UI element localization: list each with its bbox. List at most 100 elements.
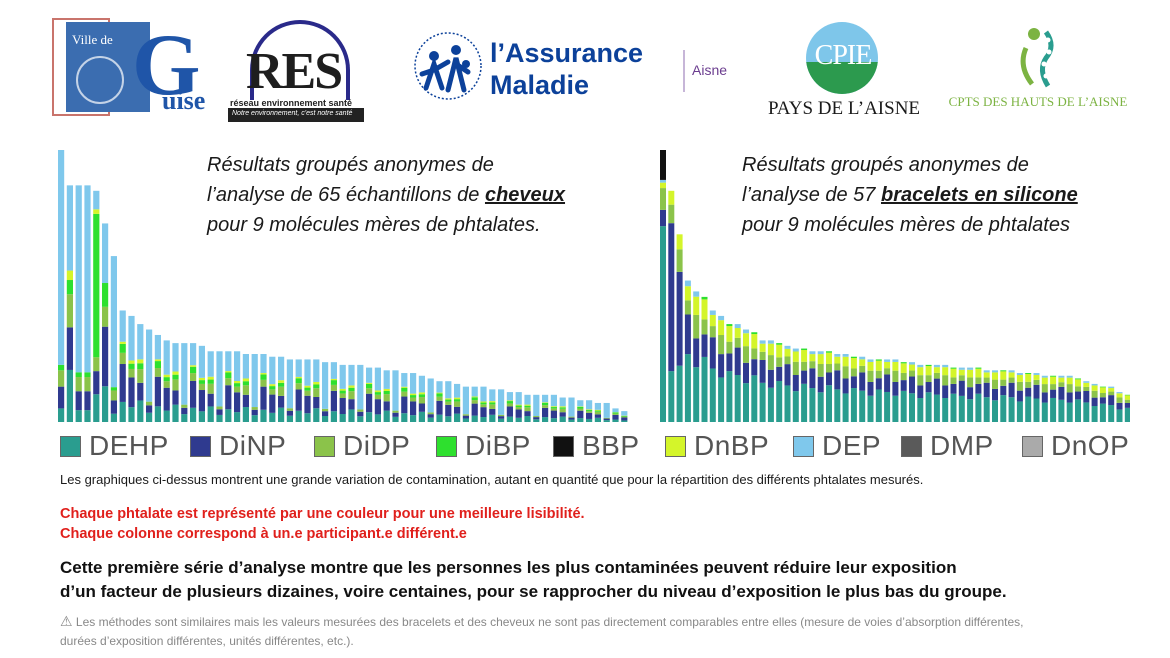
bar-segment-dehp bbox=[128, 407, 135, 422]
bar-segment-dehp bbox=[207, 406, 214, 422]
bar-segment-dep bbox=[734, 324, 741, 328]
bar-segment-didp bbox=[850, 368, 857, 377]
bar-segment-dep bbox=[559, 397, 566, 407]
legend-label-dnop: DnOP bbox=[1051, 430, 1130, 461]
bar-segment-dnbp bbox=[967, 369, 974, 378]
bar-segment-dnbp bbox=[817, 354, 824, 365]
bar-segment-dinp bbox=[146, 405, 153, 413]
bar-segment-dehp bbox=[1116, 409, 1123, 422]
bar-segment-dnbp bbox=[859, 359, 866, 366]
bar-segment-dep bbox=[198, 345, 205, 378]
chart-title-text: pour 9 molécules mères de phtalates. bbox=[207, 214, 541, 236]
bar-segment-dep bbox=[917, 364, 924, 368]
bar-segment-dinp bbox=[427, 414, 434, 418]
bar-segment-dnbp bbox=[524, 404, 531, 406]
bar-segment-dehp bbox=[734, 374, 741, 422]
bar-segment-dinp bbox=[809, 368, 816, 389]
bar-segment-dinp bbox=[884, 374, 891, 392]
bar-segment-dibp bbox=[339, 390, 346, 394]
bar-segment-didp bbox=[102, 306, 109, 327]
legend-label-dinp: DiNP bbox=[219, 430, 287, 461]
bar-segment-dep bbox=[190, 343, 197, 366]
bar-segment-didp bbox=[339, 393, 346, 399]
chart-title-line: pour 9 molécules mères de phtalates bbox=[742, 210, 1078, 240]
legend-dnop: DnOP bbox=[1022, 430, 1129, 462]
bar-segment-dep bbox=[242, 354, 249, 379]
bar-segment-dehp bbox=[269, 412, 276, 422]
bar-segment-dnbp bbox=[718, 320, 725, 336]
bar-segment-dibp bbox=[471, 397, 478, 401]
bar-segment-dep bbox=[1058, 375, 1065, 378]
bar-column bbox=[983, 370, 990, 422]
bar-segment-dibp bbox=[366, 383, 373, 389]
chart-title-text: Résultats groupés anonymes de bbox=[207, 154, 494, 176]
bar-column bbox=[1108, 386, 1115, 422]
chart-title-text: l’analyse de 57 bbox=[742, 184, 881, 206]
bar-segment-dep bbox=[1041, 375, 1048, 378]
bar-segment-dep bbox=[383, 370, 390, 389]
bar-column bbox=[357, 364, 364, 422]
bar-segment-dehp bbox=[1124, 407, 1130, 422]
bar-segment-dnbp bbox=[471, 396, 478, 398]
bar-segment-dehp bbox=[533, 419, 540, 422]
bar-segment-dnbp bbox=[119, 341, 126, 344]
bar-segment-dep bbox=[313, 359, 320, 382]
bar-segment-didp bbox=[726, 341, 733, 354]
bar-segment-dehp bbox=[801, 383, 808, 422]
bar-segment-dep bbox=[436, 381, 443, 393]
bar-segment-dibp bbox=[950, 367, 957, 369]
bar-segment-dehp bbox=[418, 411, 425, 422]
bar-segment-dnbp bbox=[1033, 374, 1040, 380]
bar-segment-dehp bbox=[154, 406, 161, 422]
bar-segment-dehp bbox=[568, 419, 575, 422]
legend-label-didp: DiDP bbox=[343, 430, 411, 461]
bar-segment-dinp bbox=[1016, 390, 1023, 402]
bar-segment-dep bbox=[1116, 392, 1123, 394]
bar-segment-dnbp bbox=[269, 384, 276, 387]
bar-segment-dibp bbox=[278, 382, 285, 387]
bar-segment-dehp bbox=[817, 392, 824, 422]
bar-segment-didp bbox=[128, 368, 135, 378]
bar-segment-dnbp bbox=[304, 385, 311, 388]
bar-segment-dinp bbox=[295, 389, 302, 411]
bar-segment-dinp bbox=[489, 408, 496, 415]
bar-segment-dep bbox=[524, 394, 531, 405]
bar-column bbox=[734, 324, 741, 422]
bar-segment-dibp bbox=[234, 383, 241, 387]
bar-segment-didp bbox=[172, 379, 179, 391]
bar-segment-dep bbox=[366, 367, 373, 383]
bar-segment-dep bbox=[445, 381, 452, 399]
bar-segment-dnbp bbox=[163, 374, 170, 378]
bar-segment-dehp bbox=[58, 408, 65, 422]
bar-segment-dinp bbox=[75, 391, 82, 411]
bar-segment-dibp bbox=[1075, 378, 1081, 380]
bar-segment-dinp bbox=[776, 366, 783, 381]
bar-column bbox=[676, 234, 683, 422]
bar-segment-dep bbox=[128, 315, 135, 361]
bar-column bbox=[313, 359, 320, 422]
bar-segment-dep bbox=[892, 359, 899, 362]
legend-label-bbp: BBP bbox=[582, 430, 640, 461]
bar-segment-didp bbox=[577, 408, 584, 411]
bar-column bbox=[850, 356, 857, 422]
bar-segment-dep bbox=[392, 370, 399, 411]
chart-title-text: l’analyse de 65 échantillons de bbox=[207, 184, 485, 206]
bar-segment-dinp bbox=[462, 415, 469, 419]
bar-segment-dnbp bbox=[1016, 374, 1023, 382]
bar-segment-dinp bbox=[709, 337, 716, 369]
bar-segment-dep bbox=[842, 354, 849, 357]
bar-segment-didp bbox=[834, 363, 841, 371]
bar-segment-didp bbox=[454, 401, 461, 407]
bar-segment-dehp bbox=[383, 410, 390, 422]
bar-segment-dehp bbox=[374, 414, 381, 422]
bar-segment-dnbp bbox=[1058, 377, 1065, 383]
bar-segment-dep bbox=[216, 351, 223, 407]
bar-segment-dibp bbox=[515, 405, 522, 408]
bar-segment-didp bbox=[701, 319, 708, 335]
chart-title-keyword: cheveux bbox=[484, 184, 566, 206]
bar-column bbox=[933, 364, 940, 422]
bar-segment-didp bbox=[1083, 386, 1090, 391]
bar-segment-dehp bbox=[93, 394, 100, 422]
bar-segment-didp bbox=[859, 365, 866, 373]
bar-segment-didp bbox=[621, 416, 628, 418]
